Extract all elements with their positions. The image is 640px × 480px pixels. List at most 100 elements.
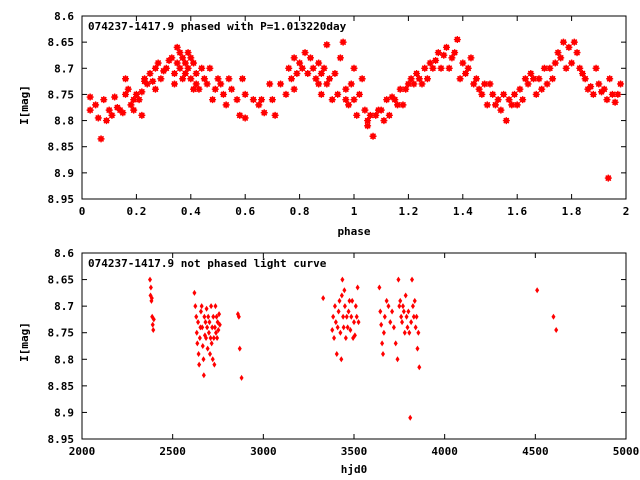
data-point [570, 38, 578, 46]
y-tick-label: 8.9 [54, 406, 74, 419]
data-point [604, 174, 612, 182]
data-point [378, 308, 383, 315]
data-point [179, 54, 187, 62]
x-axis-label: hjd0 [341, 463, 368, 476]
data-point [206, 64, 214, 72]
data-point [551, 59, 559, 67]
data-point [467, 54, 475, 62]
x-tick-label: 1.6 [507, 205, 527, 218]
x-tick-label: 1.2 [398, 205, 418, 218]
y-tick-label: 8.85 [48, 141, 75, 154]
data-point [611, 98, 619, 106]
x-tick-label: 4000 [431, 445, 458, 458]
data-point [187, 75, 195, 83]
data-point [233, 96, 241, 104]
data-point [396, 85, 404, 93]
data-point [348, 327, 353, 334]
data-point [406, 308, 411, 315]
data-point [364, 122, 372, 130]
data-point [407, 75, 415, 83]
data-point [119, 109, 127, 117]
data-point [184, 49, 192, 57]
data-point [207, 319, 212, 326]
data-point [100, 96, 108, 104]
data-point [170, 80, 178, 88]
data-point [352, 319, 356, 326]
data-point [214, 329, 219, 336]
data-point [414, 313, 419, 320]
data-point [340, 276, 345, 283]
data-point [390, 308, 395, 315]
data-point [170, 70, 178, 78]
data-point [342, 287, 347, 294]
data-point [195, 85, 203, 93]
data-point [328, 96, 336, 104]
data-point [399, 313, 404, 320]
x-tick-label: 0.2 [126, 205, 146, 218]
data-point [478, 90, 486, 98]
y-tick-label: 8.95 [48, 193, 75, 206]
data-point [562, 64, 570, 72]
x-tick-label: 1 [351, 205, 358, 218]
data-point [353, 111, 361, 119]
data-point [236, 111, 244, 119]
data-point [434, 49, 442, 57]
data-point [331, 70, 339, 78]
plot-title: 074237-1417.9 phased with P=1.013220day [88, 20, 347, 33]
data-point [508, 101, 516, 109]
data-point [416, 329, 421, 336]
data-point [198, 64, 206, 72]
data-point [530, 75, 538, 83]
data-point [535, 287, 540, 294]
data-point [198, 308, 203, 315]
data-point [421, 64, 429, 72]
data-point [341, 324, 346, 331]
x-tick-label: 0.8 [290, 205, 310, 218]
data-point [405, 324, 410, 331]
data-point [535, 75, 543, 83]
data-point [559, 38, 567, 46]
data-point [350, 64, 358, 72]
data-point [317, 70, 325, 78]
data-point [538, 85, 546, 93]
data-point [440, 51, 448, 59]
data-point [298, 64, 306, 72]
data-point [500, 90, 508, 98]
data-point [132, 90, 140, 98]
data-point [402, 329, 407, 336]
y-tick-label: 8.9 [54, 167, 74, 180]
data-point [271, 111, 279, 119]
data-point [379, 321, 384, 328]
data-point [149, 295, 154, 302]
data-point [598, 88, 606, 96]
data-point [344, 313, 349, 320]
data-point [410, 303, 415, 310]
data-point [354, 313, 359, 320]
data-point [510, 90, 518, 98]
data-point [394, 101, 402, 109]
data-point [549, 75, 557, 83]
data-points [86, 36, 625, 182]
data-point [277, 80, 285, 88]
data-point [193, 303, 198, 310]
data-point [410, 80, 418, 88]
data-point [395, 356, 400, 363]
data-point [241, 114, 249, 122]
data-point [377, 106, 385, 114]
data-point [483, 101, 491, 109]
data-point [217, 80, 225, 88]
data-point [381, 329, 386, 336]
data-point [315, 80, 323, 88]
data-point [418, 80, 426, 88]
data-point [321, 295, 326, 302]
data-point [592, 64, 600, 72]
data-point [217, 311, 222, 318]
data-point [437, 64, 445, 72]
data-point [393, 340, 398, 347]
data-point [554, 49, 562, 57]
data-point [445, 64, 453, 72]
data-point [181, 59, 189, 67]
data-point [92, 101, 100, 109]
data-point [334, 90, 342, 98]
data-point [197, 335, 202, 342]
